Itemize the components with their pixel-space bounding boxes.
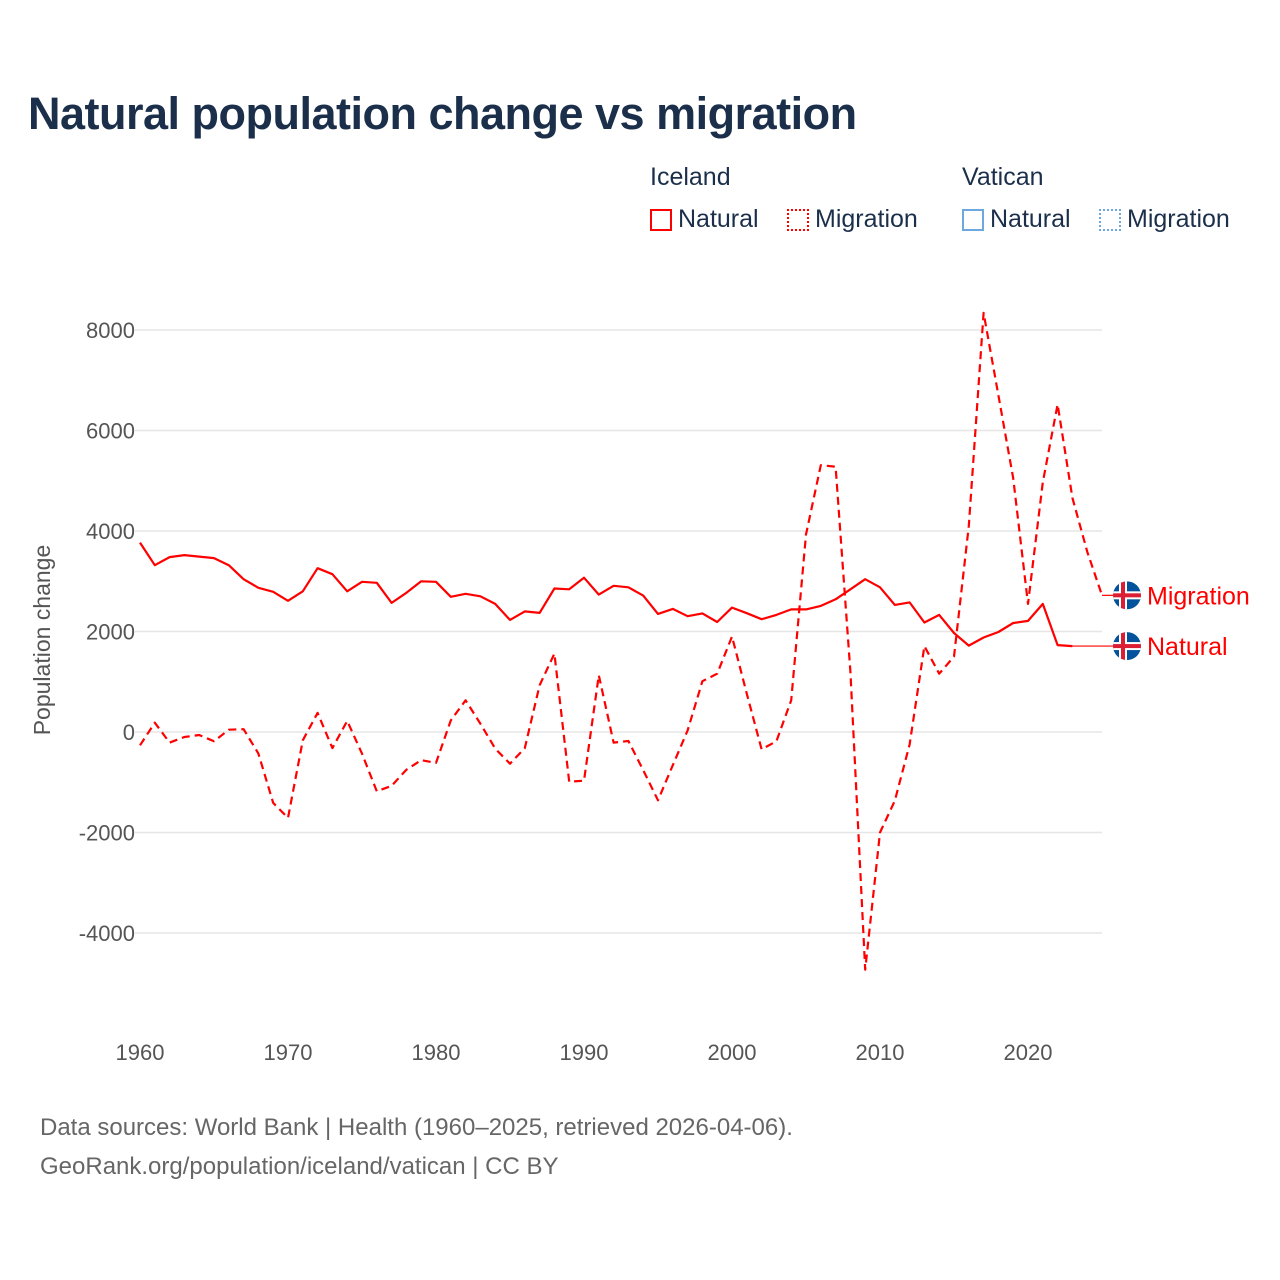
legend-label: Natural — [990, 205, 1071, 233]
y-tick-label: 2000 — [86, 620, 135, 645]
x-tick-label: 1990 — [560, 1040, 609, 1065]
legend-vatican-migration[interactable]: Migration — [1099, 205, 1230, 234]
iceland-flag-icon — [1113, 632, 1141, 661]
legend-vatican-natural[interactable]: Natural — [962, 205, 1071, 234]
y-tick-label: 6000 — [86, 419, 135, 444]
x-tick-label: 2010 — [856, 1040, 905, 1065]
y-tick-label: 8000 — [86, 318, 135, 343]
y-axis-label: Population change — [29, 545, 55, 736]
x-tick-label: 1980 — [412, 1040, 461, 1065]
series-end-label: Natural — [1147, 633, 1228, 661]
legend-group-vatican: Vatican — [962, 163, 1044, 191]
series-line-migration — [139, 311, 1104, 971]
legend-label: Migration — [815, 205, 918, 233]
legend-label: Migration — [1127, 205, 1230, 233]
chart-title: Natural population change vs migration — [28, 88, 857, 139]
legend-iceland-natural[interactable]: Natural — [650, 205, 759, 234]
legend-label: Natural — [678, 205, 759, 233]
x-tick-label: 1960 — [116, 1040, 165, 1065]
x-tick-label: 1970 — [264, 1040, 313, 1065]
footer: Data sources: World Bank | Health (1960–… — [40, 1108, 793, 1186]
legend-swatch-dotted — [787, 208, 809, 231]
y-tick-label: 4000 — [86, 519, 135, 544]
y-tick-label: 0 — [123, 720, 135, 745]
y-tick-label: -4000 — [79, 921, 135, 946]
x-tick-label: 2000 — [708, 1040, 757, 1065]
x-tick-label: 2020 — [1004, 1040, 1053, 1065]
footer-sources: Data sources: World Bank | Health (1960–… — [40, 1114, 793, 1141]
iceland-flag-icon — [1113, 581, 1141, 610]
legend-swatch-solid — [650, 208, 672, 231]
legend-iceland-migration[interactable]: Migration — [787, 205, 918, 234]
legend-swatch-dotted — [1099, 208, 1121, 231]
footer-link[interactable]: GeoRank.org/population/iceland/vatican |… — [40, 1153, 559, 1180]
series-end-label: Migration — [1147, 582, 1250, 610]
y-tick-label: -2000 — [79, 821, 135, 846]
series-line-natural — [139, 541, 1073, 648]
legend-group-iceland: Iceland — [650, 163, 731, 191]
legend-swatch-solid — [962, 208, 984, 231]
